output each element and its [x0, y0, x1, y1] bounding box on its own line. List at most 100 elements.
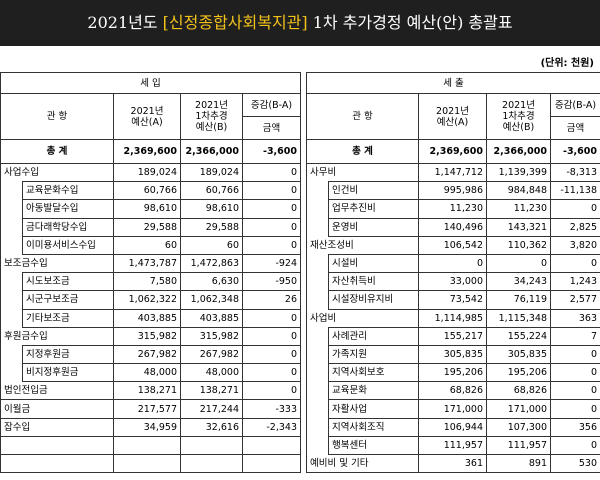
group-name: 재산조성비 [306, 235, 419, 255]
col-header: 금액 [550, 116, 600, 140]
amount: 315,982 [180, 326, 243, 346]
indent [306, 218, 329, 237]
item-name: 아동발달수입 [22, 199, 114, 219]
empty-cell [180, 435, 243, 456]
amount: 0 [550, 344, 600, 365]
amount: 29,588 [180, 217, 243, 237]
title: 2021년도 [87, 13, 163, 32]
table-row: 행복센터 111,957 111,957 0 [0, 435, 600, 456]
table-row: 총 계 2,369,600 2,366,000 -3,600 총 계 2,369,600 2… [0, 139, 600, 164]
amount: 0 [242, 308, 301, 328]
amount: 0 [550, 399, 600, 419]
col-header: 증감(B-A) [550, 93, 600, 117]
total-value: 2,369,600 [113, 139, 181, 164]
indent [306, 399, 329, 419]
amount: 107,300 [486, 417, 551, 437]
item-name: 자산취득비 [328, 272, 419, 292]
amount: 0 [242, 363, 301, 383]
amount: 48,000 [113, 363, 181, 383]
indent [306, 436, 329, 455]
amount: 1,062,322 [113, 290, 181, 310]
amount: 267,982 [180, 344, 243, 365]
table-row: 비지정후원금 48,000 48,000 0 지역사회보호 195,206 195,206 0 [0, 363, 600, 383]
total-label: 총 계 [306, 139, 419, 164]
indent [306, 345, 329, 364]
item-name: 기타보조금 [22, 308, 114, 328]
amount: -8,313 [550, 162, 600, 183]
side-heading: 세 입 [0, 72, 301, 94]
indent [0, 309, 23, 328]
table-row: 기타보조금 403,885 403,885 0 사업비 1,114,985 1,115,34… [0, 308, 600, 328]
amount: 0 [242, 326, 301, 346]
table-row: 예비비 및 기타 361 891 530 [0, 453, 600, 474]
header-line: 1차추경 [502, 111, 535, 122]
table-row: 법인전입금 138,271 138,271 0 교육문화 68,826 68,826 0 [0, 381, 600, 401]
indent [306, 418, 329, 437]
amount: 155,217 [418, 326, 487, 346]
total-value: -3,600 [242, 139, 301, 164]
empty-cell [242, 435, 301, 456]
amount: 32,616 [180, 417, 243, 437]
amount: 68,826 [486, 381, 551, 401]
amount: 305,835 [418, 344, 487, 365]
table-row: 관 항 2021년 예산(A) 2021년 1차추경 예산(B) 증감(B-A) 관 항 202… [0, 93, 600, 140]
amount: 33,000 [418, 272, 487, 292]
item-name: 시설비 [328, 253, 419, 274]
table-row: 금다래학당수입 29,588 29,588 0 운영비 140,496 143,321 2,8… [0, 217, 600, 237]
amount: 34,959 [113, 417, 181, 437]
side-heading: 세 출 [306, 72, 600, 94]
item-name: 시군구보조금 [22, 290, 114, 310]
empty-cell [0, 435, 114, 456]
table-row: 사업수입 189,024 189,024 0 사무비 1,147,712 1,139,399… [0, 162, 600, 183]
amount: 0 [242, 199, 301, 219]
amount: 138,271 [180, 381, 243, 401]
col-header: 2021년 1차추경 예산(B) [486, 93, 551, 140]
amount: 0 [418, 253, 487, 274]
amount: 1,472,863 [180, 253, 243, 274]
amount: -11,138 [550, 181, 600, 201]
amount: 138,271 [113, 381, 181, 401]
amount: 0 [242, 235, 301, 255]
amount: 530 [550, 453, 600, 474]
item-name: 자활사업 [328, 399, 419, 419]
item-name: 업무추진비 [328, 199, 419, 219]
total-value: -3,600 [550, 139, 600, 164]
header-line: 2021년 [130, 105, 164, 117]
table-row: 이월금 217,577 217,244 -333 자활사업 171,000 171,000 0 [0, 399, 600, 419]
empty-cell [0, 453, 114, 474]
amount: -950 [242, 272, 301, 292]
total-label: 총 계 [0, 139, 114, 164]
item-name: 교육문화수입 [22, 181, 114, 201]
amount: -2,343 [242, 417, 301, 437]
group-name: 후원금수입 [0, 326, 114, 346]
amount: 110,362 [486, 235, 551, 255]
empty-cell [180, 453, 243, 474]
table-row: 교육문화수입 60,766 60,766 0 인건비 995,986 984,848 -11,… [0, 181, 600, 201]
amount: 0 [242, 217, 301, 237]
title: 1차 추가경정 예산(안) 총괄표 [307, 13, 513, 32]
amount: 363 [550, 308, 600, 328]
indent [306, 381, 329, 400]
indent [306, 254, 329, 273]
title-bar: 2021년도 [신정종합사회복지관] 1차 추가경정 예산(안) 총괄표 [0, 0, 600, 46]
header-line: 예산(A) [131, 116, 163, 128]
amount: 171,000 [486, 399, 551, 419]
item-name: 운영비 [328, 217, 419, 237]
amount: 2,577 [550, 290, 600, 310]
group-name: 사무비 [306, 162, 419, 183]
col-header: 관 항 [306, 93, 419, 140]
item-name: 시도보조금 [22, 272, 114, 292]
amount: -333 [242, 399, 301, 419]
amount: 0 [550, 363, 600, 383]
amount: 155,224 [486, 326, 551, 346]
amount: 0 [486, 253, 551, 274]
amount: 29,588 [113, 217, 181, 237]
amount: 189,024 [180, 162, 243, 183]
header-line: 예산(B) [502, 122, 535, 133]
amount: 34,243 [486, 272, 551, 292]
title-org: [신정종합사회복지관] [162, 13, 308, 32]
amount: 0 [242, 381, 301, 401]
item-name: 교육문화 [328, 381, 419, 401]
